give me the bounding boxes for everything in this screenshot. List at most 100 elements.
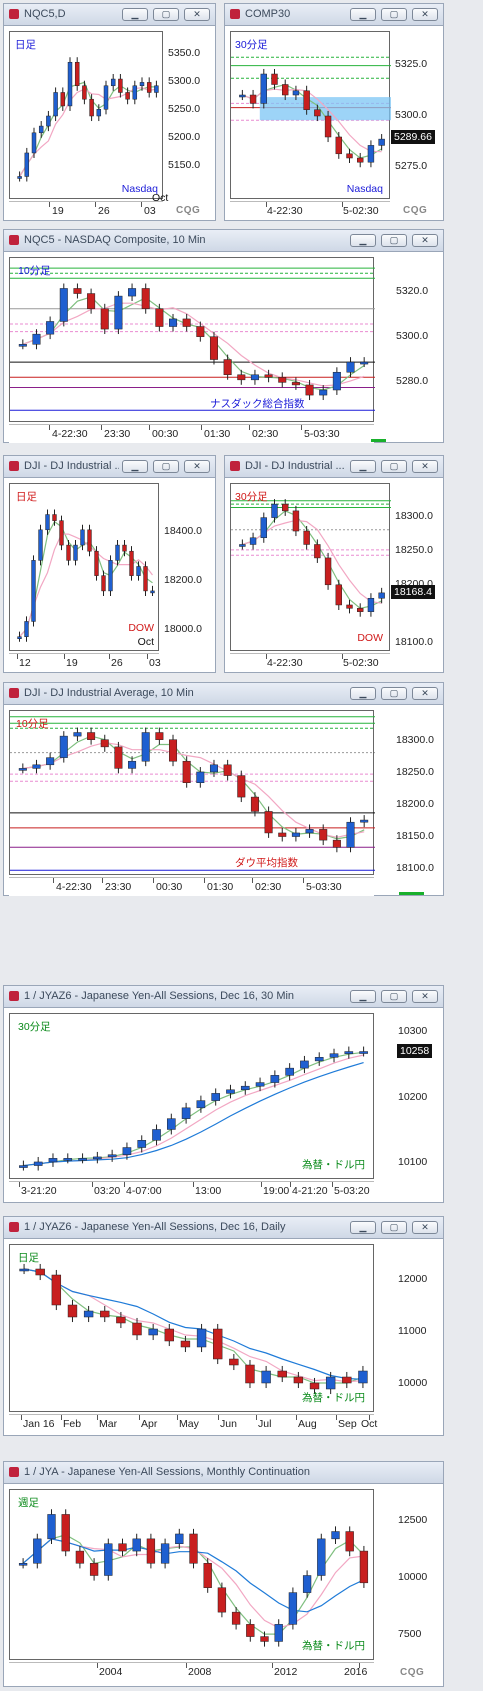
close-button[interactable]: ✕ <box>412 234 438 247</box>
close-button[interactable]: ✕ <box>412 460 438 473</box>
window-titlebar[interactable]: NQC5,D ▁ ▢ ✕ <box>4 4 215 26</box>
moving-average-line <box>22 741 365 838</box>
plot-area[interactable]: 週足 為替・ドル円 <box>9 1489 374 1660</box>
instrument-label: 為替・ドル円 <box>302 1640 365 1652</box>
y-axis: 5320.0 5300.0 5280.0 <box>376 257 442 422</box>
plot-area[interactable]: 30分足 為替・ドル円 <box>9 1013 374 1179</box>
candlestick-chart <box>231 56 391 168</box>
maximize-button[interactable]: ▢ <box>381 8 407 21</box>
last-price-marker: 18168.4 <box>391 585 435 599</box>
window-titlebar[interactable]: DJI - DJ Industrial ... ▁ ▢ ✕ <box>225 456 443 478</box>
candle-body <box>302 1575 312 1593</box>
maximize-button[interactable]: ▢ <box>381 990 407 1003</box>
plot-area[interactable]: 日足 Nasdaq <box>9 31 163 199</box>
maximize-button[interactable]: ▢ <box>381 687 407 700</box>
candle-body <box>150 590 155 594</box>
close-button[interactable]: ✕ <box>412 8 438 21</box>
maximize-button[interactable]: ▢ <box>153 8 179 21</box>
candle-body <box>83 1310 94 1318</box>
close-button[interactable]: ✕ <box>412 687 438 700</box>
plot-area[interactable]: 30分足 DOW <box>230 483 391 651</box>
candle-body <box>38 529 43 561</box>
candle-body <box>246 1624 255 1637</box>
x-tick: May <box>179 1418 199 1430</box>
candle-body <box>128 760 137 769</box>
plot-area[interactable]: 日足 為替・ドル円 <box>9 1244 374 1412</box>
plot-area[interactable]: 10分足 ダウ平均指数 <box>9 710 375 875</box>
x-tick: 2012 <box>274 1666 298 1678</box>
session-indicator <box>399 892 424 895</box>
instrument-label: Nasdaq <box>121 183 158 195</box>
minimize-button[interactable]: ▁ <box>350 687 376 700</box>
moving-average-line <box>22 296 365 391</box>
instrument-label: 為替・ドル円 <box>302 1159 365 1171</box>
chart-window-jya-monthly[interactable]: 1 / JYA - Japanese Yen-All Sessions, Mon… <box>3 1461 444 1687</box>
minimize-button[interactable]: ▁ <box>350 990 376 1003</box>
minimize-button[interactable]: ▁ <box>122 8 148 21</box>
x-tick: Mar <box>99 1418 118 1430</box>
minimize-button[interactable]: ▁ <box>350 234 376 247</box>
candle-body <box>169 739 178 762</box>
plot-area[interactable]: 10分足 ナスダック総合指数 <box>9 257 375 422</box>
candle-body <box>346 604 353 609</box>
window-title: COMP30 <box>245 8 291 20</box>
window-titlebar[interactable]: DJI - DJ Industrial ... ▁ ▢ ✕ <box>4 456 215 478</box>
candle-body <box>59 735 68 758</box>
window-titlebar[interactable]: DJI - DJ Industrial Average, 10 Min ▁ ▢ … <box>4 683 443 705</box>
candle-body <box>237 775 246 798</box>
maximize-button[interactable]: ▢ <box>381 460 407 473</box>
x-tick: 2008 <box>188 1666 212 1678</box>
window-titlebar[interactable]: COMP30 ▁ ▢ ✕ <box>225 4 443 26</box>
chart-window-dji-10min[interactable]: DJI - DJ Industrial Average, 10 Min ▁ ▢ … <box>3 682 444 896</box>
moving-average-line <box>23 1268 363 1383</box>
y-tick: 5250.0 <box>168 103 201 115</box>
y-tick: 10100 <box>398 1156 428 1168</box>
chart-window-nqc5-10min[interactable]: NQC5 - NASDAQ Composite, 10 Min ▁ ▢ ✕ 10… <box>3 229 444 443</box>
minimize-button[interactable]: ▁ <box>350 8 376 21</box>
x-axis: 4-22:30 5-02:30 <box>230 201 390 220</box>
maximize-button[interactable]: ▢ <box>381 234 407 247</box>
candle-body <box>213 1328 223 1360</box>
chart-window-jyaz6-daily[interactable]: 1 / JYAZ6 - Japanese Yen-All Sessions, D… <box>3 1216 444 1436</box>
close-button[interactable]: ✕ <box>184 460 210 473</box>
close-button[interactable]: ✕ <box>412 1221 438 1234</box>
highlight-zone <box>259 97 391 121</box>
window-titlebar[interactable]: 1 / JYA - Japanese Yen-All Sessions, Mon… <box>4 1462 443 1484</box>
minimize-button[interactable]: ▁ <box>350 460 376 473</box>
chart-window-dji-daily[interactable]: DJI - DJ Industrial ... ▁ ▢ ✕ 日足 DOW Oct… <box>3 455 216 673</box>
close-button[interactable]: ✕ <box>412 990 438 1003</box>
candle-body <box>358 1370 368 1384</box>
candle-body <box>189 1533 198 1564</box>
x-axis: 4-22:30 23:30 00:30 01:30 02:30 5-03:30 <box>9 424 374 443</box>
candle-body <box>264 374 273 378</box>
y-tick: 12000 <box>398 1273 428 1285</box>
chart-window-jyaz6-30min[interactable]: 1 / JYAZ6 - Japanese Yen-All Sessions, D… <box>3 985 444 1203</box>
candle-body <box>93 1156 102 1160</box>
chart-window-nqc5-daily[interactable]: NQC5,D ▁ ▢ ✕ 日足 Nasdaq 5350.0 5300.0 525… <box>3 3 216 221</box>
chart-window-dji-30min[interactable]: DJI - DJ Industrial ... ▁ ▢ ✕ 30分足 DOW 1… <box>224 455 444 673</box>
minimize-button[interactable]: ▁ <box>350 1221 376 1234</box>
x-tick: 00:30 <box>156 881 183 893</box>
minimize-button[interactable]: ▁ <box>122 460 148 473</box>
maximize-button[interactable]: ▢ <box>381 1221 407 1234</box>
window-titlebar[interactable]: 1 / JYAZ6 - Japanese Yen-All Sessions, D… <box>4 986 443 1008</box>
candle-body <box>132 1322 142 1336</box>
candle-body <box>342 1376 352 1384</box>
y-tick: 18250.0 <box>396 766 434 778</box>
x-tick: 3-21:20 <box>21 1185 57 1197</box>
candle-body <box>128 288 137 297</box>
window-titlebar[interactable]: 1 / JYAZ6 - Japanese Yen-All Sessions, D… <box>4 1217 443 1239</box>
plot-area[interactable]: 日足 DOW Oct <box>9 483 159 651</box>
maximize-button[interactable]: ▢ <box>153 460 179 473</box>
candle-body <box>166 1118 176 1130</box>
candle-body <box>33 1161 43 1166</box>
chart-window-comp30[interactable]: COMP30 ▁ ▢ ✕ 30分足 Nasdaq 5325.0 5300.0 5… <box>224 3 444 221</box>
y-tick: 18000.0 <box>164 623 202 635</box>
candle-body <box>74 61 80 87</box>
close-button[interactable]: ✕ <box>184 8 210 21</box>
window-title: 1 / JYAZ6 - Japanese Yen-All Sessions, D… <box>24 990 295 1002</box>
plot-area[interactable]: 30分足 Nasdaq <box>230 31 391 199</box>
window-titlebar[interactable]: NQC5 - NASDAQ Composite, 10 Min ▁ ▢ ✕ <box>4 230 443 252</box>
y-axis: 18400.0 18200.0 18000.0 <box>160 483 216 651</box>
candle-body <box>277 1370 287 1378</box>
